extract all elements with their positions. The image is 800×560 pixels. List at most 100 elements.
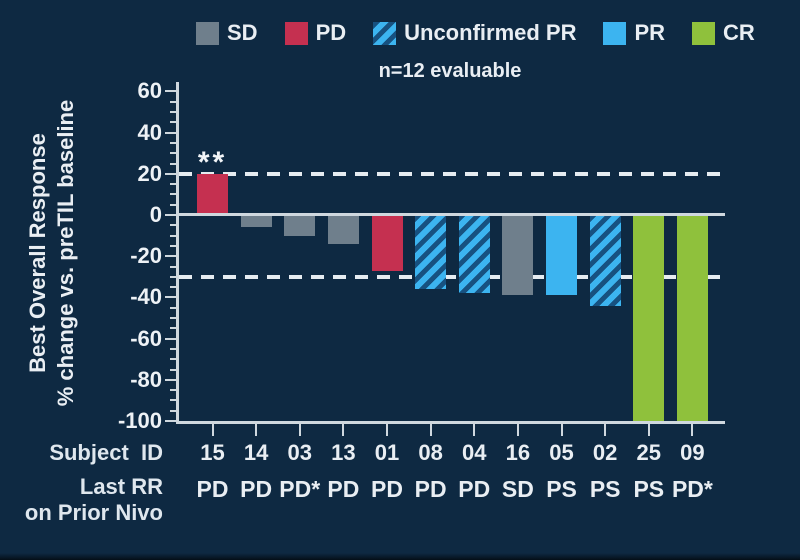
zero-line <box>176 213 725 216</box>
y-tick-label: 0 <box>149 202 162 227</box>
y-minor-tick <box>170 358 176 361</box>
x-tick <box>298 424 301 436</box>
last-rr-value: PD <box>240 476 273 502</box>
y-major-tick <box>165 214 176 216</box>
bar-subject-05 <box>546 215 578 296</box>
bar-subject-04 <box>458 215 490 294</box>
y-minor-tick <box>170 286 176 289</box>
legend-swatch-icon <box>284 21 308 45</box>
legend-swatch-icon <box>196 21 219 45</box>
y-minor-tick <box>170 121 176 124</box>
legend-label: PD <box>315 20 347 45</box>
bar-subject-08 <box>415 215 447 290</box>
legend-label: Unconfirmed PR <box>404 20 577 45</box>
y-minor-tick <box>170 317 176 319</box>
subject-id-16: 16 <box>505 440 531 465</box>
x-tick <box>429 424 432 436</box>
subject-id-13: 13 <box>331 440 356 465</box>
bar-subject-02 <box>589 215 621 306</box>
legend-label: CR <box>723 20 755 45</box>
y-minor-tick <box>170 327 176 330</box>
legend-swatch-icon <box>373 21 397 45</box>
x-tick <box>647 424 650 436</box>
legend-label: PR <box>634 20 666 45</box>
last-rr-value: PD <box>196 476 229 502</box>
x-tick <box>386 424 389 436</box>
y-major-tick <box>165 378 176 381</box>
subject-id-row-label: Subject ID <box>49 440 163 465</box>
last-rr-value: PD <box>414 476 447 502</box>
y-tick-label: 20 <box>137 160 162 186</box>
x-tick <box>604 424 607 436</box>
y-tick-label: -40 <box>130 284 162 310</box>
bar-subject-16 <box>502 215 534 296</box>
bar-subject-09 <box>676 215 708 421</box>
subject-id-15: 15 <box>200 440 225 465</box>
x-tick <box>560 424 563 436</box>
legend: SD PD Unconfirmed PR PR CR <box>196 20 755 46</box>
y-minor-tick <box>170 183 176 186</box>
y-major-tick <box>165 131 176 134</box>
y-minor-tick <box>170 162 176 165</box>
y-tick-label: 40 <box>137 119 162 145</box>
bar-subject-25 <box>633 215 665 421</box>
y-tick-label: -20 <box>130 243 162 269</box>
x-tick <box>691 424 694 436</box>
y-tick-label: -100 <box>117 408 162 433</box>
y-axis-line <box>176 82 179 424</box>
last-rr-value: PD* <box>279 476 321 502</box>
subject-id-04: 04 <box>462 440 487 465</box>
y-minor-tick <box>170 368 176 371</box>
bottom-edge-shadow <box>0 553 800 560</box>
significance-annotation: ** <box>197 146 228 179</box>
subject-id-08: 08 <box>418 440 443 465</box>
y-major-tick <box>165 296 176 299</box>
bar-subject-14 <box>240 215 272 228</box>
x-tick <box>473 424 476 436</box>
y-minor-tick <box>170 265 176 268</box>
y-minor-tick <box>170 275 176 278</box>
y-tick-label: -60 <box>130 325 162 351</box>
subject-id-02: 02 <box>592 440 618 465</box>
x-tick <box>516 424 519 436</box>
y-minor-tick <box>170 389 176 392</box>
legend-label: SD <box>227 20 258 45</box>
y-major-tick <box>165 172 176 175</box>
y-major-tick <box>165 255 176 258</box>
legend-item-pr: PR <box>603 20 665 46</box>
y-major-tick <box>165 420 176 422</box>
last-rr-value: SD <box>501 476 534 502</box>
last-rr-value: PD <box>458 476 491 502</box>
last-rr-value: PD* <box>671 476 713 502</box>
last-rr-value: PS <box>633 476 665 502</box>
y-minor-tick <box>170 111 176 113</box>
subject-id-03: 03 <box>287 440 312 465</box>
legend-swatch-icon <box>603 21 627 45</box>
legend-item-pd: PD <box>284 20 347 46</box>
reference-line-20 <box>179 171 725 176</box>
reference-line--30 <box>179 274 725 279</box>
y-tick-label: -80 <box>130 366 162 392</box>
last-rr-value: PD <box>327 476 360 502</box>
bar-subject-15 <box>197 173 228 215</box>
last-rr-value: PD <box>371 476 403 502</box>
last-rr-row-label-line1: Last RR <box>79 474 163 499</box>
last-rr-value: PS <box>546 476 577 502</box>
y-major-tick <box>165 90 176 93</box>
bar-subject-03 <box>284 215 316 236</box>
legend-item-cr: CR <box>692 20 755 46</box>
legend-item-unconfirmed-pr: Unconfirmed PR <box>373 20 576 46</box>
legend-swatch-icon <box>692 21 716 45</box>
subject-id-14: 14 <box>243 440 269 465</box>
y-minor-tick <box>170 399 176 402</box>
chart-subtitle: n=12 evaluable <box>378 60 522 82</box>
last-rr-value: PS <box>589 476 621 502</box>
x-axis-line <box>176 421 725 424</box>
subject-id-01: 01 <box>374 440 400 465</box>
y-minor-tick <box>170 409 176 412</box>
y-minor-tick <box>170 100 176 103</box>
y-minor-tick <box>170 244 176 247</box>
bar-subject-01 <box>371 215 403 271</box>
